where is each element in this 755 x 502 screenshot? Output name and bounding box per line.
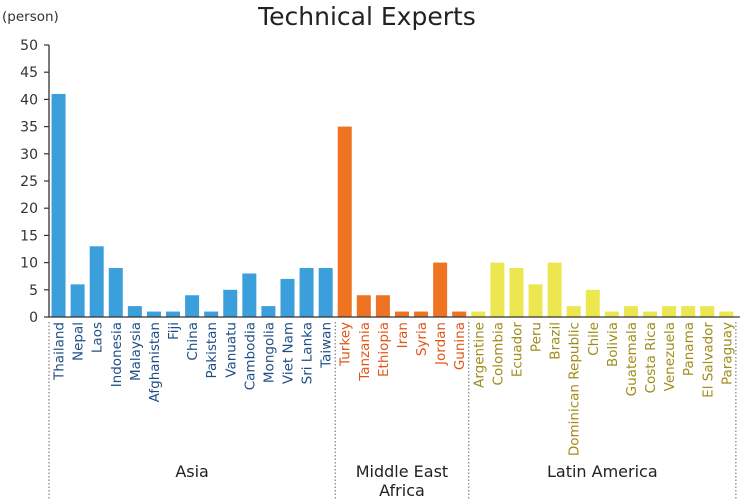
bar-afghanistan [146,311,161,317]
bar-colombia [490,262,505,317]
x-tick-label-paraguay: Paraguay [719,322,735,385]
bar-sri-lanka [299,268,314,317]
x-tick-label-turkey: Turkey [338,322,354,367]
x-tick-label-thailand: Thailand [52,322,68,381]
x-tick-label-malaysia: Malaysia [128,322,144,381]
bar-panama [681,306,696,317]
x-tick-label-nepal: Nepal [71,322,87,361]
x-tick-label-argentine: Argentine [471,322,487,388]
bar-turkey [337,126,352,317]
y-tick-label: 0 [29,310,38,326]
bar-bolivia [604,311,619,317]
y-tick-label: 25 [20,174,38,190]
group-labels: Asia Middle East Africa Latin America [175,462,657,500]
x-tick-label-vanuatu: Vanuatu [223,322,239,378]
bar-viet-nam [280,278,295,317]
y-tick-label: 15 [20,228,38,244]
bar-paraguay [719,311,734,317]
bar-cambodia [242,273,257,317]
bar-syria [414,311,429,317]
x-tick-label-china: China [185,322,201,361]
x-tick-label-mongolia: Mongolia [261,322,277,383]
group-label-latin-america: Latin America [547,462,658,481]
x-tick-label-fiji: Fiji [166,322,182,340]
bar-malaysia [127,306,142,317]
x-tick-label-guatemala: Guatemala [624,322,640,396]
bar-indonesia [108,268,123,317]
y-axis-unit-label: (person) [2,9,59,25]
bar-thailand [51,93,66,318]
x-tick-label-peru: Peru [529,322,545,352]
x-tick-label-iran: Iran [395,322,411,348]
bar-iran [394,311,409,317]
bar-vanuatu [223,289,238,317]
bar-fiji [166,311,181,317]
x-tick-label-syria: Syria [414,322,430,356]
x-tick-label-laos: Laos [90,322,106,353]
y-tick-label: 10 [20,256,38,272]
x-tick-label-dominican-republic: Dominican Republic [567,322,583,456]
x-tick-label-afghanistan: Afghanistan [147,322,163,402]
x-tick-label-ethiopia: Ethiopia [376,322,392,377]
bar-costa-rica [643,311,658,317]
x-tick-label-venezuela: Venezuela [662,322,678,391]
bar-brazil [547,262,562,317]
bar-tanzania [356,295,371,317]
x-tick-label-cambodia: Cambodia [242,322,258,390]
x-tick-label-el-salvador: El Salvador [700,322,716,398]
category-labels: Thailand Nepal Laos Indonesia Malaysia Afghan… [52,322,736,457]
bar-el-salvador [700,306,715,317]
x-tick-label-chile: Chile [586,322,602,356]
bar-guatemala [623,306,638,317]
x-tick-label-ecuador: Ecuador [509,322,525,378]
bar-mongolia [261,306,276,317]
y-axis: 0 5 10 15 20 25 30 35 40 45 50 [20,38,50,326]
bar-dominican-republic [566,306,581,317]
bar-nepal [70,284,85,317]
bar-venezuela [662,306,677,317]
bar-ecuador [509,268,524,317]
y-tick-label: 40 [20,92,38,108]
group-label-middle-east-africa: Middle East Africa [356,462,448,500]
bar-taiwan [318,268,333,317]
bar-china [185,295,200,317]
x-tick-label-colombia: Colombia [490,322,506,385]
y-tick-label: 30 [20,147,38,163]
y-tick-label: 5 [29,283,38,299]
x-tick-label-gunina: Gunina [452,322,468,370]
bar-gunina [452,311,467,317]
bar-chile [585,289,600,317]
bar-peru [528,284,543,317]
x-tick-label-panama: Panama [681,322,697,376]
x-tick-label-tanzania: Tanzania [357,322,373,382]
chart-title: Technical Experts [257,2,476,31]
x-tick-label-jordan: Jordan [433,322,449,366]
bars [51,93,734,318]
x-tick-label-indonesia: Indonesia [109,322,125,387]
x-tick-label-viet-nam: Viet Nam [281,322,297,384]
bar-ethiopia [375,295,390,317]
group-label-asia: Asia [175,462,209,481]
y-tick-label: 50 [20,38,38,54]
bar-laos [89,246,104,317]
x-tick-label-bolivia: Bolivia [605,322,621,367]
group-separators [48,322,737,500]
x-tick-label-taiwan: Taiwan [319,322,335,369]
bar-argentine [471,311,486,317]
x-tick-label-sri-lanka: Sri Lanka [300,322,316,384]
y-tick-label: 35 [20,120,38,136]
x-tick-label-pakistan: Pakistan [204,322,220,379]
bar-jordan [433,262,448,317]
x-tick-label-brazil: Brazil [548,322,564,360]
bar-pakistan [204,311,219,317]
x-tick-label-costa-rica: Costa Rica [643,322,659,393]
y-tick-label: 20 [20,201,38,217]
y-tick-label: 45 [20,65,38,81]
